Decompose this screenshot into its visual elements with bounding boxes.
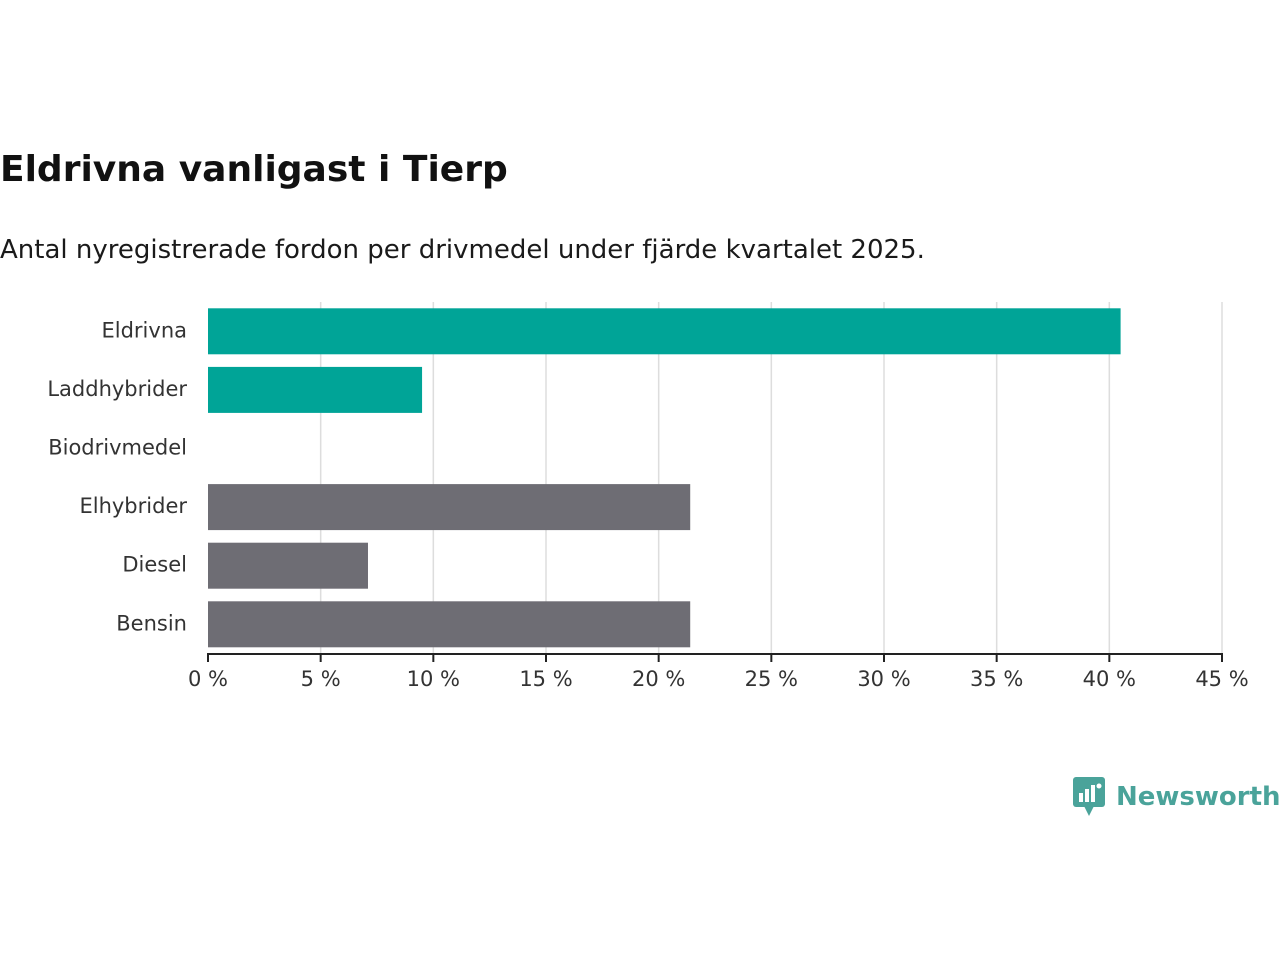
- x-tick-label: 15 %: [519, 667, 572, 691]
- bar-diesel: [208, 542, 368, 589]
- bar-chart-speech-bubble-icon: [1073, 777, 1105, 816]
- category-labels: Eldrivna Laddhybrider Biodrivmedel Elhybrid…: [47, 318, 187, 635]
- x-tick-label: 40 %: [1083, 667, 1136, 691]
- x-tick-label: 45 %: [1195, 667, 1248, 691]
- category-label: Diesel: [122, 553, 187, 577]
- bar-laddhybrider: [208, 366, 423, 413]
- x-tick-label: 25 %: [745, 667, 798, 691]
- x-tick-label: 20 %: [632, 667, 685, 691]
- brand-name: Newsworthy: [1116, 782, 1280, 812]
- x-tick-label: 10 %: [407, 667, 460, 691]
- chart-subtitle: Antal nyregistrerade fordon per drivmede…: [0, 235, 925, 265]
- x-tick-label: 0 %: [188, 667, 228, 691]
- x-tick-label: 5 %: [301, 667, 341, 691]
- bar-chart: 0 % 5 % 10 % 15 % 20 % 25 % 30 % 35 % 40 % 45 % E…: [47, 302, 1249, 691]
- x-tick-label: 30 %: [857, 667, 910, 691]
- category-label: Elhybrider: [79, 494, 187, 518]
- category-label: Biodrivmedel: [48, 436, 187, 460]
- bar-elhybrider: [208, 484, 691, 531]
- bar-bensin: [208, 601, 691, 648]
- chart-title: Eldrivna vanligast i Tierp: [0, 149, 508, 190]
- category-label: Laddhybrider: [47, 377, 187, 401]
- newsworthy-logo: Newsworthy: [1072, 776, 1280, 818]
- category-label: Bensin: [116, 611, 187, 635]
- x-axis: 0 % 5 % 10 % 15 % 20 % 25 % 30 % 35 % 40 % 45 %: [188, 653, 1249, 691]
- bar-eldrivna: [208, 308, 1121, 355]
- gridlines: [319, 302, 1223, 654]
- category-label: Eldrivna: [101, 318, 187, 342]
- x-tick-label: 35 %: [970, 667, 1023, 691]
- bars: [208, 308, 1121, 648]
